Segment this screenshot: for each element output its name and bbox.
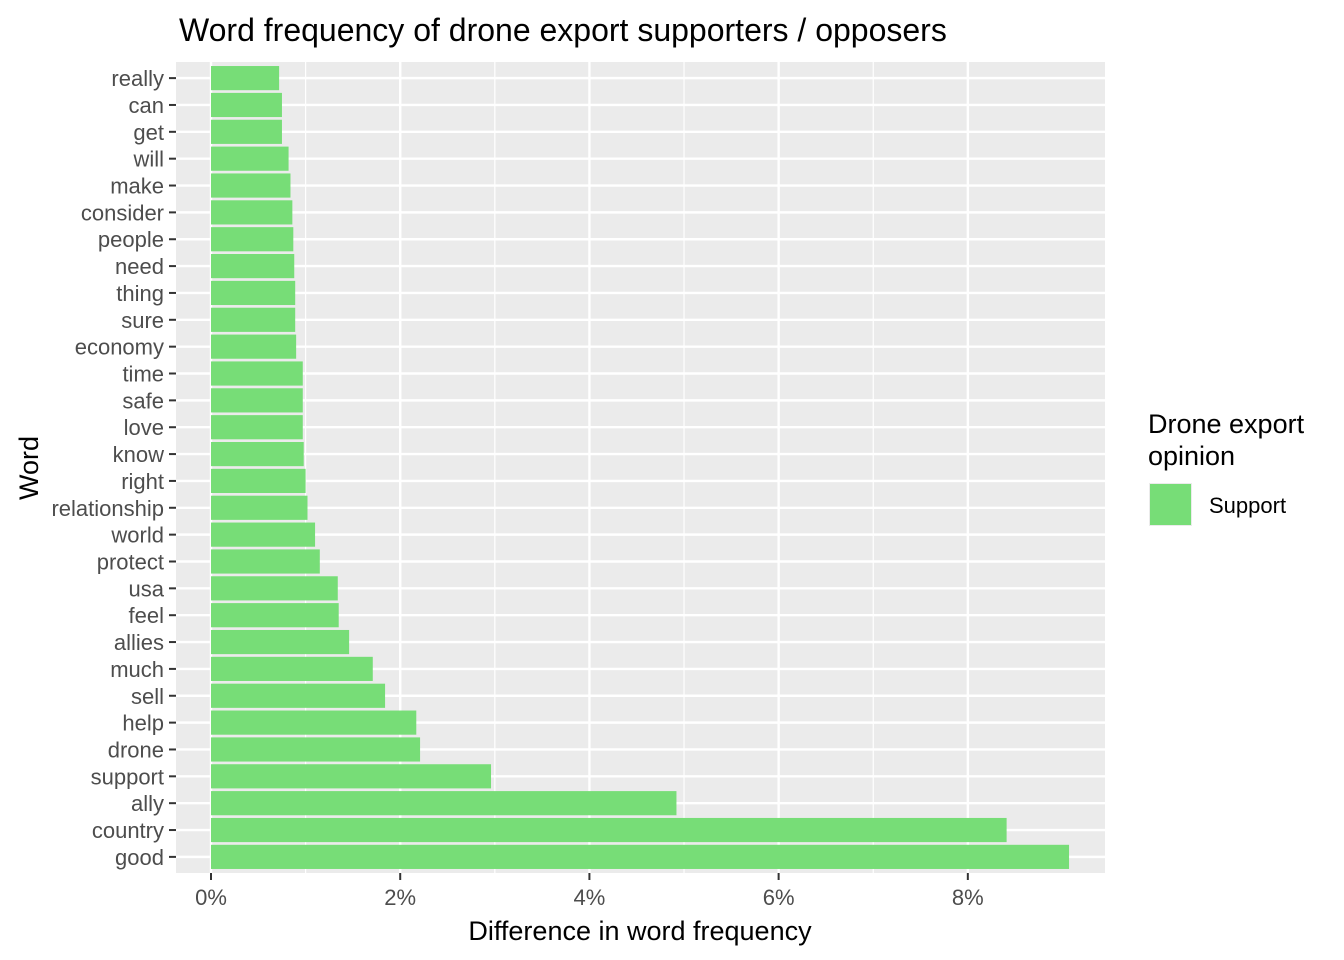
y-tick-label: safe bbox=[122, 388, 164, 413]
bar-allies bbox=[211, 629, 350, 655]
y-tick-label: sell bbox=[131, 684, 164, 709]
y-tick-label: help bbox=[122, 711, 164, 736]
bar-make bbox=[211, 173, 291, 198]
y-axis: goodcountryallysupportdronehelpsellmucha… bbox=[51, 66, 176, 870]
y-tick-label: will bbox=[132, 147, 164, 172]
y-tick-label: good bbox=[115, 845, 164, 870]
y-tick-label: allies bbox=[114, 630, 164, 655]
bar-will bbox=[211, 146, 289, 171]
y-tick-label: get bbox=[133, 120, 164, 145]
bar-people bbox=[211, 227, 294, 252]
bar-get bbox=[211, 119, 282, 144]
x-tick-label: 2% bbox=[384, 885, 416, 910]
bar-good bbox=[211, 844, 1070, 869]
legend-title: Drone export bbox=[1148, 409, 1305, 439]
y-tick-label: ally bbox=[131, 791, 164, 816]
bar-economy bbox=[211, 334, 297, 359]
bar-love bbox=[211, 415, 303, 440]
y-tick-label: right bbox=[121, 469, 164, 494]
bar-relationship bbox=[211, 495, 308, 520]
x-tick-label: 4% bbox=[574, 885, 606, 910]
bar-know bbox=[211, 441, 304, 467]
bar-can bbox=[211, 92, 282, 118]
bar-much bbox=[211, 656, 373, 681]
y-tick-label: time bbox=[122, 362, 164, 387]
bar-need bbox=[211, 254, 295, 279]
legend-label: Support bbox=[1209, 493, 1286, 518]
y-tick-label: economy bbox=[75, 335, 164, 360]
y-tick-label: relationship bbox=[51, 496, 164, 521]
bar-protect bbox=[211, 549, 320, 574]
y-tick-label: support bbox=[91, 764, 164, 789]
bar-ally bbox=[211, 791, 677, 816]
bar-sell bbox=[211, 683, 386, 708]
y-tick-label: people bbox=[98, 227, 164, 252]
bar-time bbox=[211, 361, 303, 386]
bar-world bbox=[211, 522, 316, 547]
y-tick-label: feel bbox=[129, 603, 164, 628]
y-tick-label: much bbox=[110, 657, 164, 682]
y-tick-label: really bbox=[111, 66, 164, 91]
bar-drone bbox=[211, 737, 421, 762]
y-tick-label: drone bbox=[108, 737, 164, 762]
x-tick-label: 0% bbox=[195, 885, 227, 910]
y-axis-title: Word bbox=[14, 436, 44, 500]
bar-feel bbox=[211, 603, 339, 628]
y-tick-label: sure bbox=[121, 308, 164, 333]
bar-safe bbox=[211, 388, 303, 413]
y-tick-label: consider bbox=[81, 200, 164, 225]
bar-really bbox=[211, 66, 280, 91]
y-tick-label: world bbox=[110, 523, 164, 548]
bar-country bbox=[211, 817, 1007, 843]
x-axis: 0% 2% 4% 6% 8% bbox=[195, 873, 984, 910]
legend-swatch bbox=[1150, 484, 1191, 525]
y-tick-label: can bbox=[129, 93, 164, 118]
bar-consider bbox=[211, 200, 293, 225]
y-tick-label: protect bbox=[97, 549, 164, 574]
bar-thing bbox=[211, 280, 296, 306]
plot-panel bbox=[176, 62, 1105, 873]
x-tick-label: 6% bbox=[763, 885, 795, 910]
y-tick-label: know bbox=[113, 442, 164, 467]
bar-help bbox=[211, 710, 417, 735]
y-tick-label: need bbox=[115, 254, 164, 279]
y-tick-label: usa bbox=[129, 576, 165, 601]
x-axis-title: Difference in word frequency bbox=[468, 916, 812, 946]
bar-right bbox=[211, 468, 306, 494]
bar-usa bbox=[211, 576, 338, 601]
bar-sure bbox=[211, 307, 296, 332]
legend-title: opinion bbox=[1148, 441, 1235, 471]
x-tick-label: 8% bbox=[952, 885, 984, 910]
y-tick-label: thing bbox=[116, 281, 164, 306]
y-tick-label: make bbox=[110, 174, 164, 199]
y-tick-label: love bbox=[124, 415, 164, 440]
chart-title: Word frequency of drone export supporter… bbox=[179, 12, 947, 48]
bar-support bbox=[211, 764, 492, 789]
y-tick-label: country bbox=[92, 818, 164, 843]
